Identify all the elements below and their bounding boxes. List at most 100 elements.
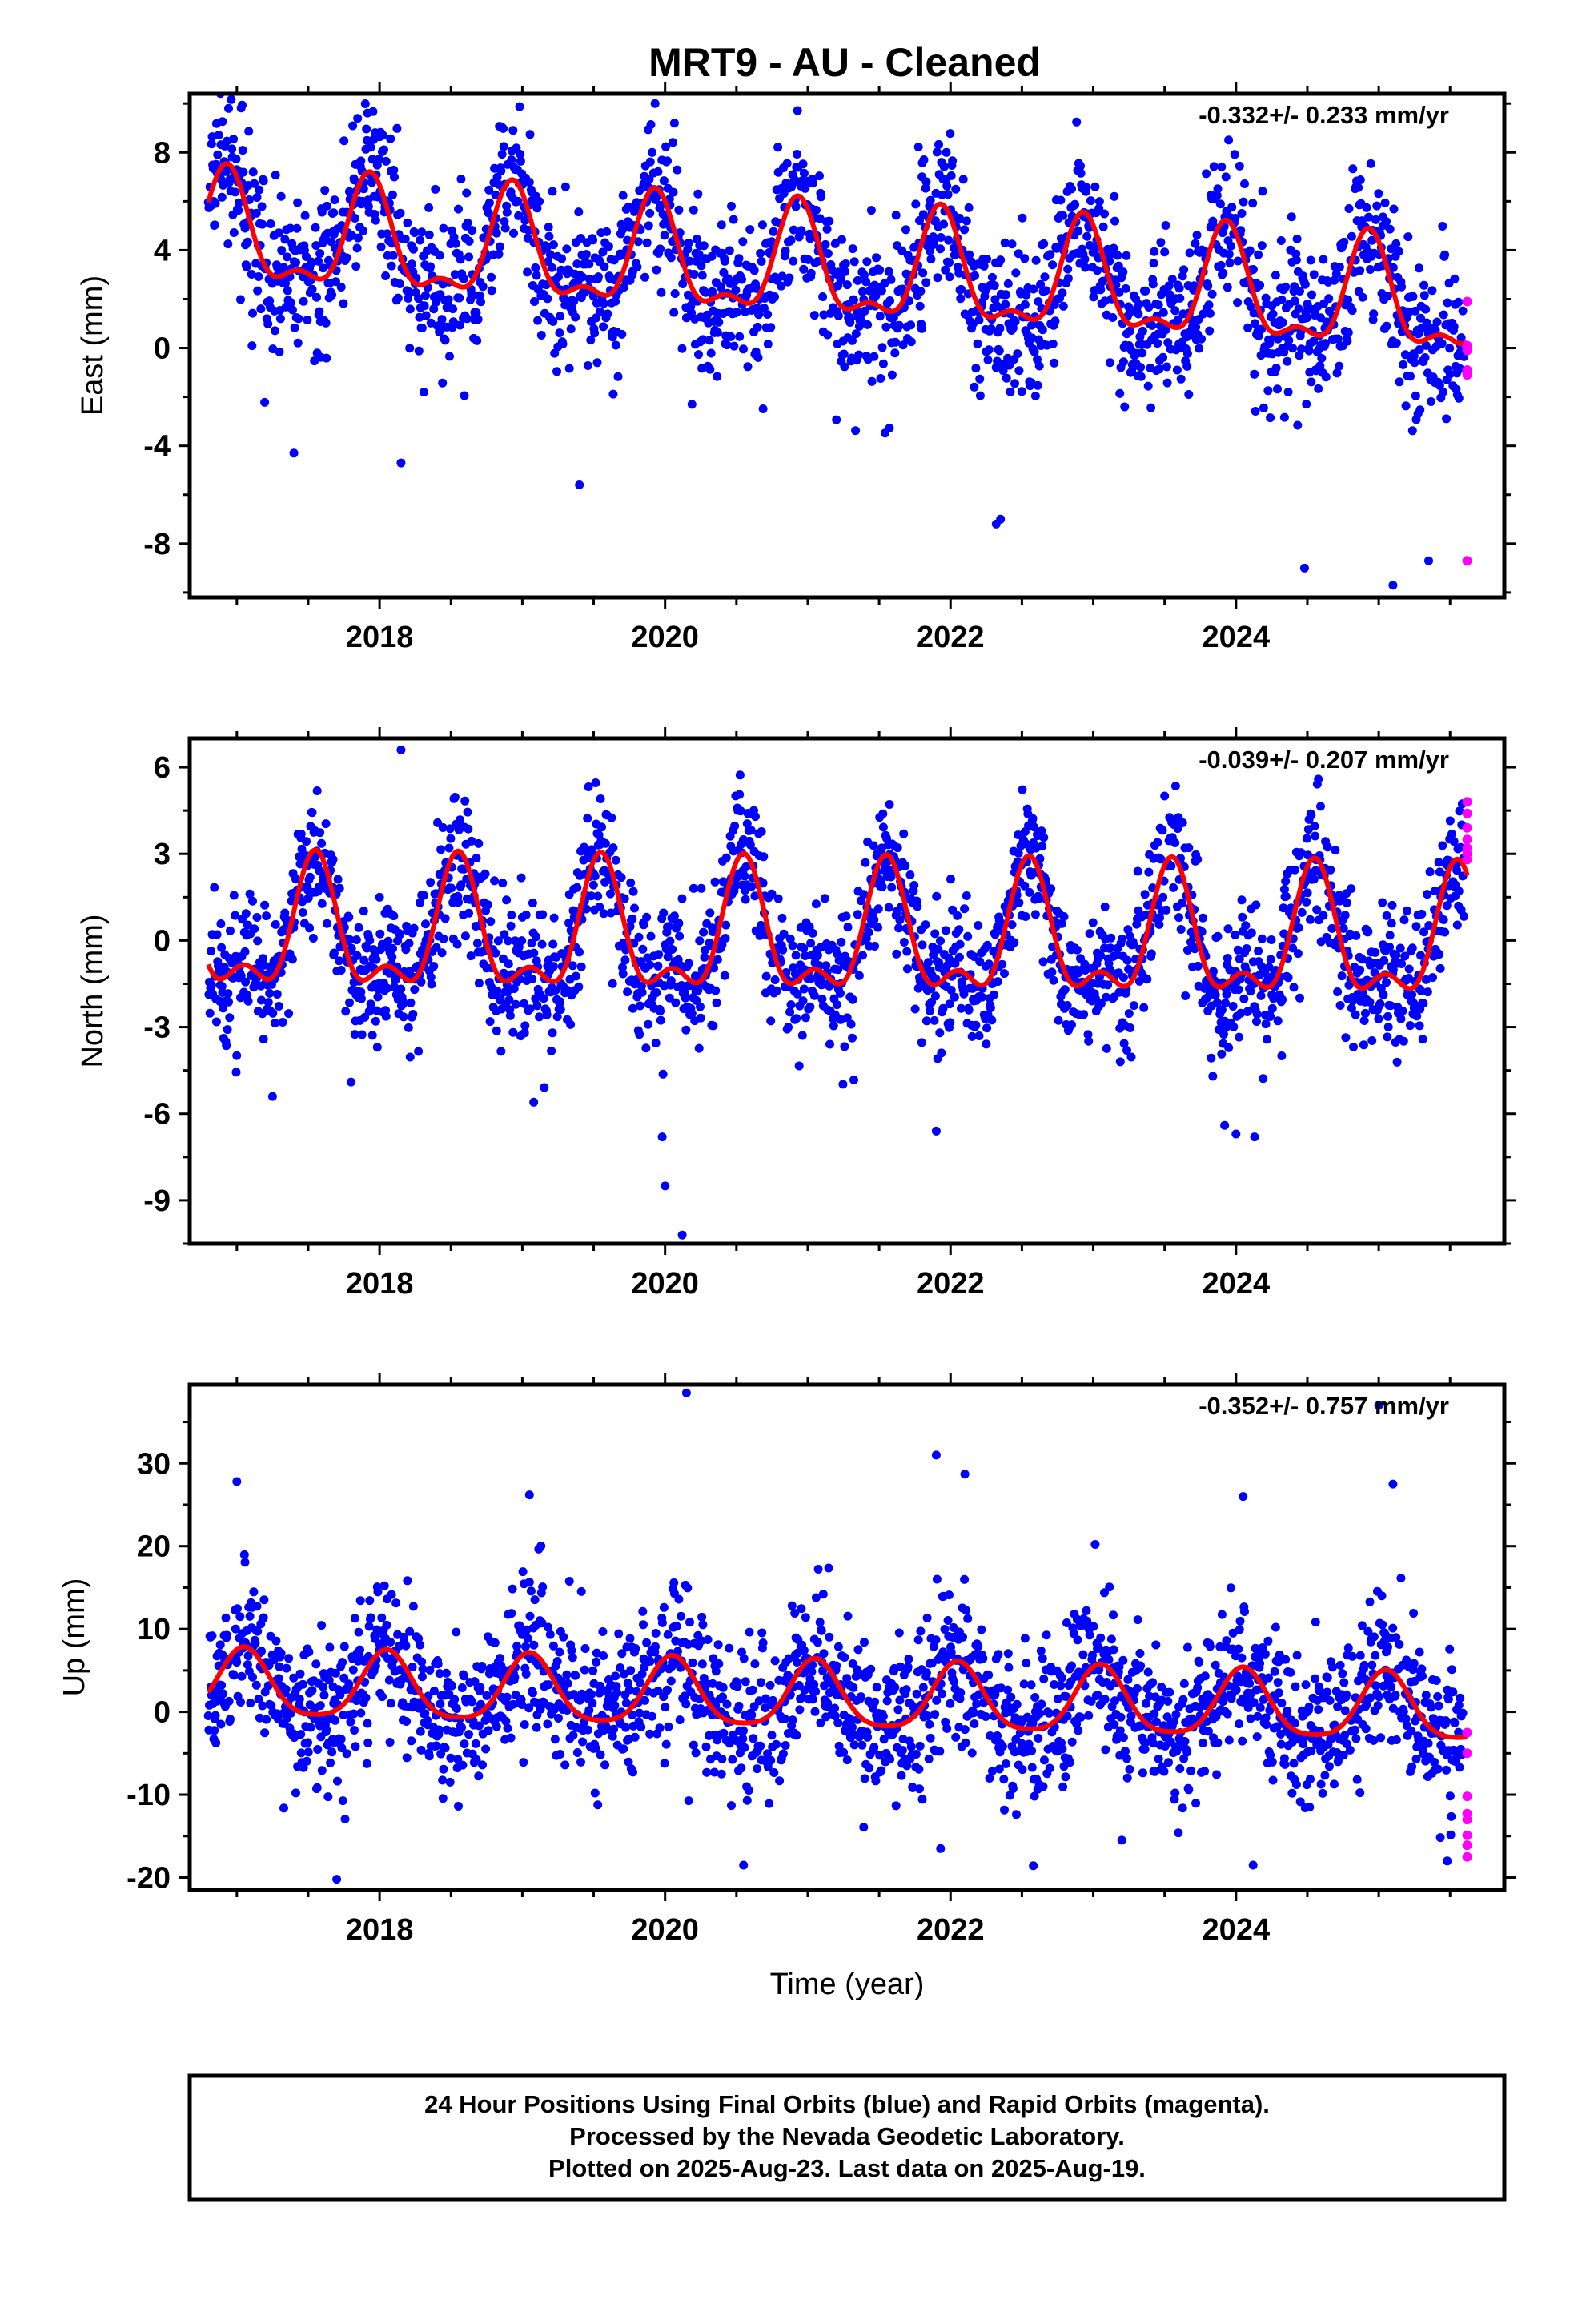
final-point <box>1174 913 1183 923</box>
final-point <box>1295 993 1304 1003</box>
final-point <box>1119 1039 1129 1048</box>
final-point <box>260 1728 270 1738</box>
final-point <box>763 310 773 319</box>
final-point <box>756 248 765 258</box>
final-point <box>1017 387 1026 396</box>
final-point <box>506 921 516 931</box>
final-point <box>1181 991 1191 1000</box>
final-point <box>1440 927 1450 937</box>
final-point <box>508 1027 518 1037</box>
final-point <box>388 943 397 953</box>
final-point <box>677 344 687 353</box>
final-point <box>392 123 402 133</box>
final-point <box>1243 323 1253 332</box>
final-point <box>1442 414 1452 424</box>
final-point <box>542 1010 552 1019</box>
final-point <box>869 352 879 361</box>
outlier-point <box>648 147 657 157</box>
final-point <box>562 244 572 254</box>
final-point <box>253 286 263 296</box>
final-point <box>243 920 252 930</box>
final-point <box>460 391 469 400</box>
final-point <box>306 1723 315 1732</box>
final-point <box>580 1644 590 1653</box>
final-point <box>637 987 647 997</box>
final-point <box>955 939 965 949</box>
final-point <box>811 205 821 215</box>
final-point <box>1347 306 1357 316</box>
final-point <box>929 951 938 959</box>
final-point <box>1252 1010 1262 1019</box>
final-point <box>520 1021 530 1031</box>
final-point <box>671 998 681 1007</box>
final-point <box>1399 360 1408 369</box>
final-point <box>238 146 247 155</box>
final-point <box>772 986 781 995</box>
final-point <box>350 1614 359 1623</box>
final-point <box>417 324 427 332</box>
final-point <box>490 1638 500 1647</box>
final-point <box>1309 336 1319 346</box>
final-point <box>507 911 516 920</box>
final-point <box>1079 1010 1089 1019</box>
final-point <box>504 936 513 946</box>
final-point <box>218 117 227 127</box>
final-point <box>1178 818 1187 827</box>
final-point <box>564 1577 574 1586</box>
final-point <box>639 920 648 930</box>
final-point <box>566 324 576 334</box>
final-point <box>1291 255 1301 265</box>
final-point <box>322 1725 331 1735</box>
final-point <box>421 291 430 300</box>
final-point <box>1327 923 1337 933</box>
final-point <box>725 246 734 255</box>
final-point <box>278 1018 287 1027</box>
final-point <box>1419 999 1428 1008</box>
final-point <box>660 231 669 240</box>
final-point <box>906 337 916 347</box>
final-point <box>1427 397 1435 406</box>
final-point <box>381 156 391 166</box>
final-point <box>1439 388 1447 396</box>
final-point <box>540 1083 549 1092</box>
final-point <box>1309 270 1319 279</box>
final-point <box>1385 224 1395 234</box>
final-point <box>445 824 455 834</box>
final-point <box>821 961 831 971</box>
final-point <box>965 250 974 259</box>
final-point <box>496 993 505 1003</box>
final-point <box>934 139 943 149</box>
final-point <box>849 296 858 305</box>
final-point <box>1058 211 1068 220</box>
final-point <box>1254 250 1263 259</box>
final-point <box>628 914 637 923</box>
final-point <box>1351 931 1361 940</box>
final-point <box>436 845 446 854</box>
final-point <box>1046 884 1056 894</box>
final-point <box>694 350 703 360</box>
final-point <box>504 959 513 969</box>
final-point <box>1278 318 1287 328</box>
outlier-point <box>396 745 406 754</box>
final-point <box>666 253 676 263</box>
final-point <box>714 317 724 327</box>
final-point <box>371 1016 380 1026</box>
final-point <box>635 1030 644 1039</box>
final-point <box>971 1020 981 1030</box>
final-point <box>474 838 484 848</box>
final-point <box>678 279 688 288</box>
final-point <box>930 991 940 1001</box>
final-point <box>652 265 661 275</box>
final-point <box>259 1595 269 1605</box>
final-point <box>950 251 959 260</box>
final-point <box>626 1666 636 1675</box>
final-point <box>1419 280 1429 290</box>
final-point <box>612 1688 622 1698</box>
final-point <box>846 1019 856 1029</box>
final-point <box>310 356 319 366</box>
final-point <box>815 171 824 181</box>
final-point <box>1202 169 1211 179</box>
final-point <box>352 243 362 253</box>
final-point <box>820 894 829 903</box>
final-point <box>1283 388 1293 396</box>
